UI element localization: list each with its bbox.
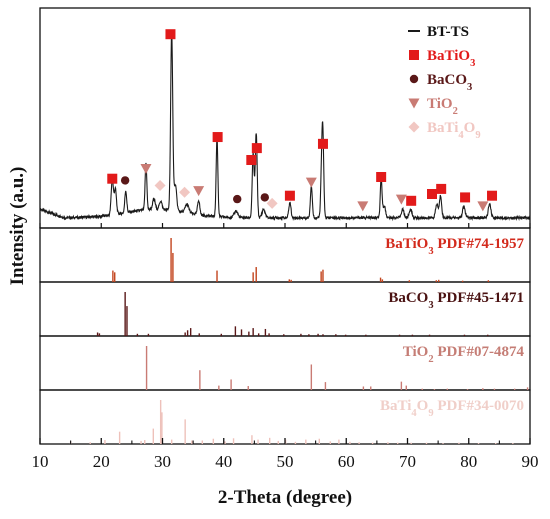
reference-sticks [69, 238, 529, 444]
phase-marker-tio2-18 [395, 194, 407, 205]
legend-entry-bt-ts: BT-TS [408, 24, 469, 40]
phase-marker-batio3-10 [251, 143, 262, 154]
legend-circle-marker [409, 74, 419, 84]
phase-marker-batio3-22 [460, 192, 471, 203]
phase-marker-batio3-0 [107, 173, 118, 184]
phase-marker-batio3-4 [165, 29, 176, 40]
phase-marker-baco3-8 [233, 194, 242, 204]
phase-marker-batio3-13 [284, 190, 295, 201]
ref-label-bati4o9: BaTi4O9 PDF#34-0070 [380, 398, 524, 419]
legend-triangle-marker [408, 98, 420, 109]
phase-marker-batio3-9 [246, 155, 257, 165]
phase-marker-bati4o9-5 [179, 186, 191, 198]
legend-square-marker [409, 50, 419, 60]
phase-marker-baco3-11 [260, 193, 269, 202]
legend-label-bt-ts: BT-TS [427, 24, 469, 40]
phase-markers [107, 29, 498, 212]
ref-sticks-tio2 [145, 346, 529, 390]
x-tick-label-60: 60 [338, 452, 355, 471]
phase-marker-batio3-24 [487, 190, 498, 201]
x-tick-label-50: 50 [277, 452, 294, 471]
phase-marker-tio2-16 [357, 201, 369, 212]
phase-marker-tio2-6 [193, 186, 205, 197]
x-tick-label-40: 40 [215, 452, 232, 471]
legend-label-batio3: BaTiO3 [427, 48, 475, 69]
legend-diamond-marker [408, 121, 420, 133]
phase-marker-batio3-21 [436, 183, 447, 194]
legend-label-baco3: BaCO3 [427, 72, 472, 93]
legend-entry-batio3: BaTiO3 [409, 48, 475, 69]
phase-marker-bati4o9-12 [266, 197, 278, 209]
phase-marker-batio3-7 [212, 132, 223, 143]
x-tick-label-20: 20 [93, 452, 110, 471]
x-tick-label-90: 90 [522, 452, 539, 471]
legend-entry-baco3: BaCO3 [409, 72, 472, 93]
ref-label-baco3: BaCO3 PDF#45-1471 [388, 290, 524, 311]
legend-label-tio2: TiO2 [427, 96, 458, 117]
series-bt-ts-line [39, 30, 531, 222]
phase-marker-tio2-14 [305, 177, 317, 188]
ref-label-batio3: BaTiO3 PDF#74-1957 [385, 236, 524, 257]
legend-entry-bati4o9: BaTi4O9 [408, 120, 481, 141]
phase-marker-tio2-2 [140, 164, 152, 174]
ref-sticks-baco3 [96, 292, 489, 336]
x-axis-label: 2-Theta (degree) [218, 487, 352, 508]
y-axis-label: Intensity (a.u.) [7, 167, 28, 286]
phase-marker-batio3-19 [406, 195, 417, 206]
legend-label-bati4o9: BaTi4O9 [427, 120, 481, 141]
ref-sticks-batio3 [112, 238, 490, 282]
phase-marker-batio3-15 [317, 138, 328, 149]
phase-marker-baco3-1 [120, 176, 130, 185]
legend-entry-tio2: TiO2 [408, 96, 458, 117]
phase-marker-bati4o9-3 [154, 180, 166, 191]
legend: BT-TS BaTiO3 BaCO3 TiO2 BaTi4O9 [408, 24, 481, 141]
reference-labels: BaTiO3 PDF#74-1957 BaCO3 PDF#45-1471 TiO2 … [380, 236, 524, 419]
x-tick-label-30: 30 [154, 452, 171, 471]
x-tick-label-10: 10 [32, 452, 49, 471]
x-axis: 10 20 30 40 50 60 70 80 90 [32, 223, 539, 471]
phase-marker-batio3-17 [376, 172, 387, 182]
phase-marker-batio3-20 [427, 189, 437, 199]
x-tick-label-80: 80 [460, 452, 477, 471]
phase-marker-tio2-23 [477, 201, 489, 212]
ref-label-tio2: TiO2 PDF#07-4874 [403, 344, 525, 365]
x-tick-label-70: 70 [399, 452, 416, 471]
